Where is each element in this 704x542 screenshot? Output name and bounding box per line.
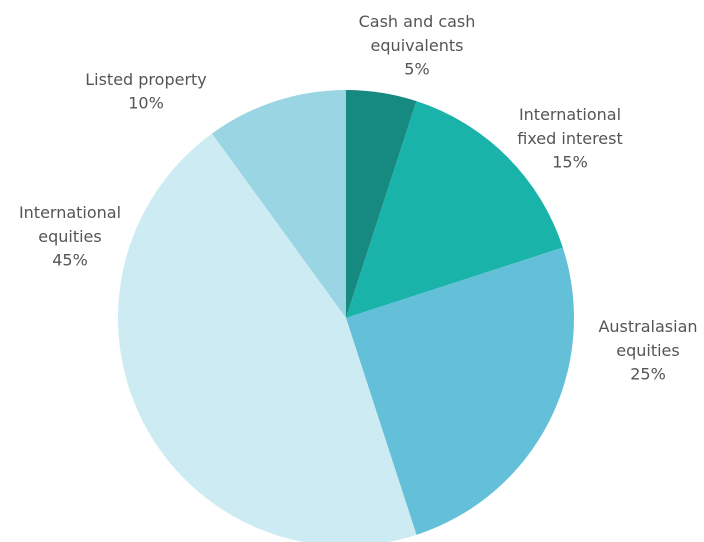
pie-slice [346,247,574,535]
pie-slice [118,133,417,542]
slice-label-line: International [19,203,121,222]
slice-label: Australasian equities [598,317,697,360]
slice-label: International fixed interest [517,105,623,148]
value-label: 5% [404,60,429,79]
slice-label-line: fixed interest [517,129,623,148]
value-label: 25% [630,365,666,384]
slice-label-line: Cash and cash [359,12,476,31]
value-label: 15% [552,153,588,172]
value-label: 10% [128,94,164,113]
slice-label-line: equivalents [371,36,464,55]
pie-slice [346,90,417,318]
slice-label: International equities [19,203,121,246]
slice-label-line: International [519,105,621,124]
slice-label: Listed property [85,70,207,89]
slice-label-line: equities [616,341,679,360]
slice-label-line: equities [38,227,101,246]
pie-slice [211,90,346,318]
slice-label-line: Australasian [598,317,697,336]
slice-label: Cash and cash equivalents [359,12,476,55]
value-label: 45% [52,251,88,270]
slice-label-line: Listed property [85,70,207,89]
pie-slice [346,101,563,318]
